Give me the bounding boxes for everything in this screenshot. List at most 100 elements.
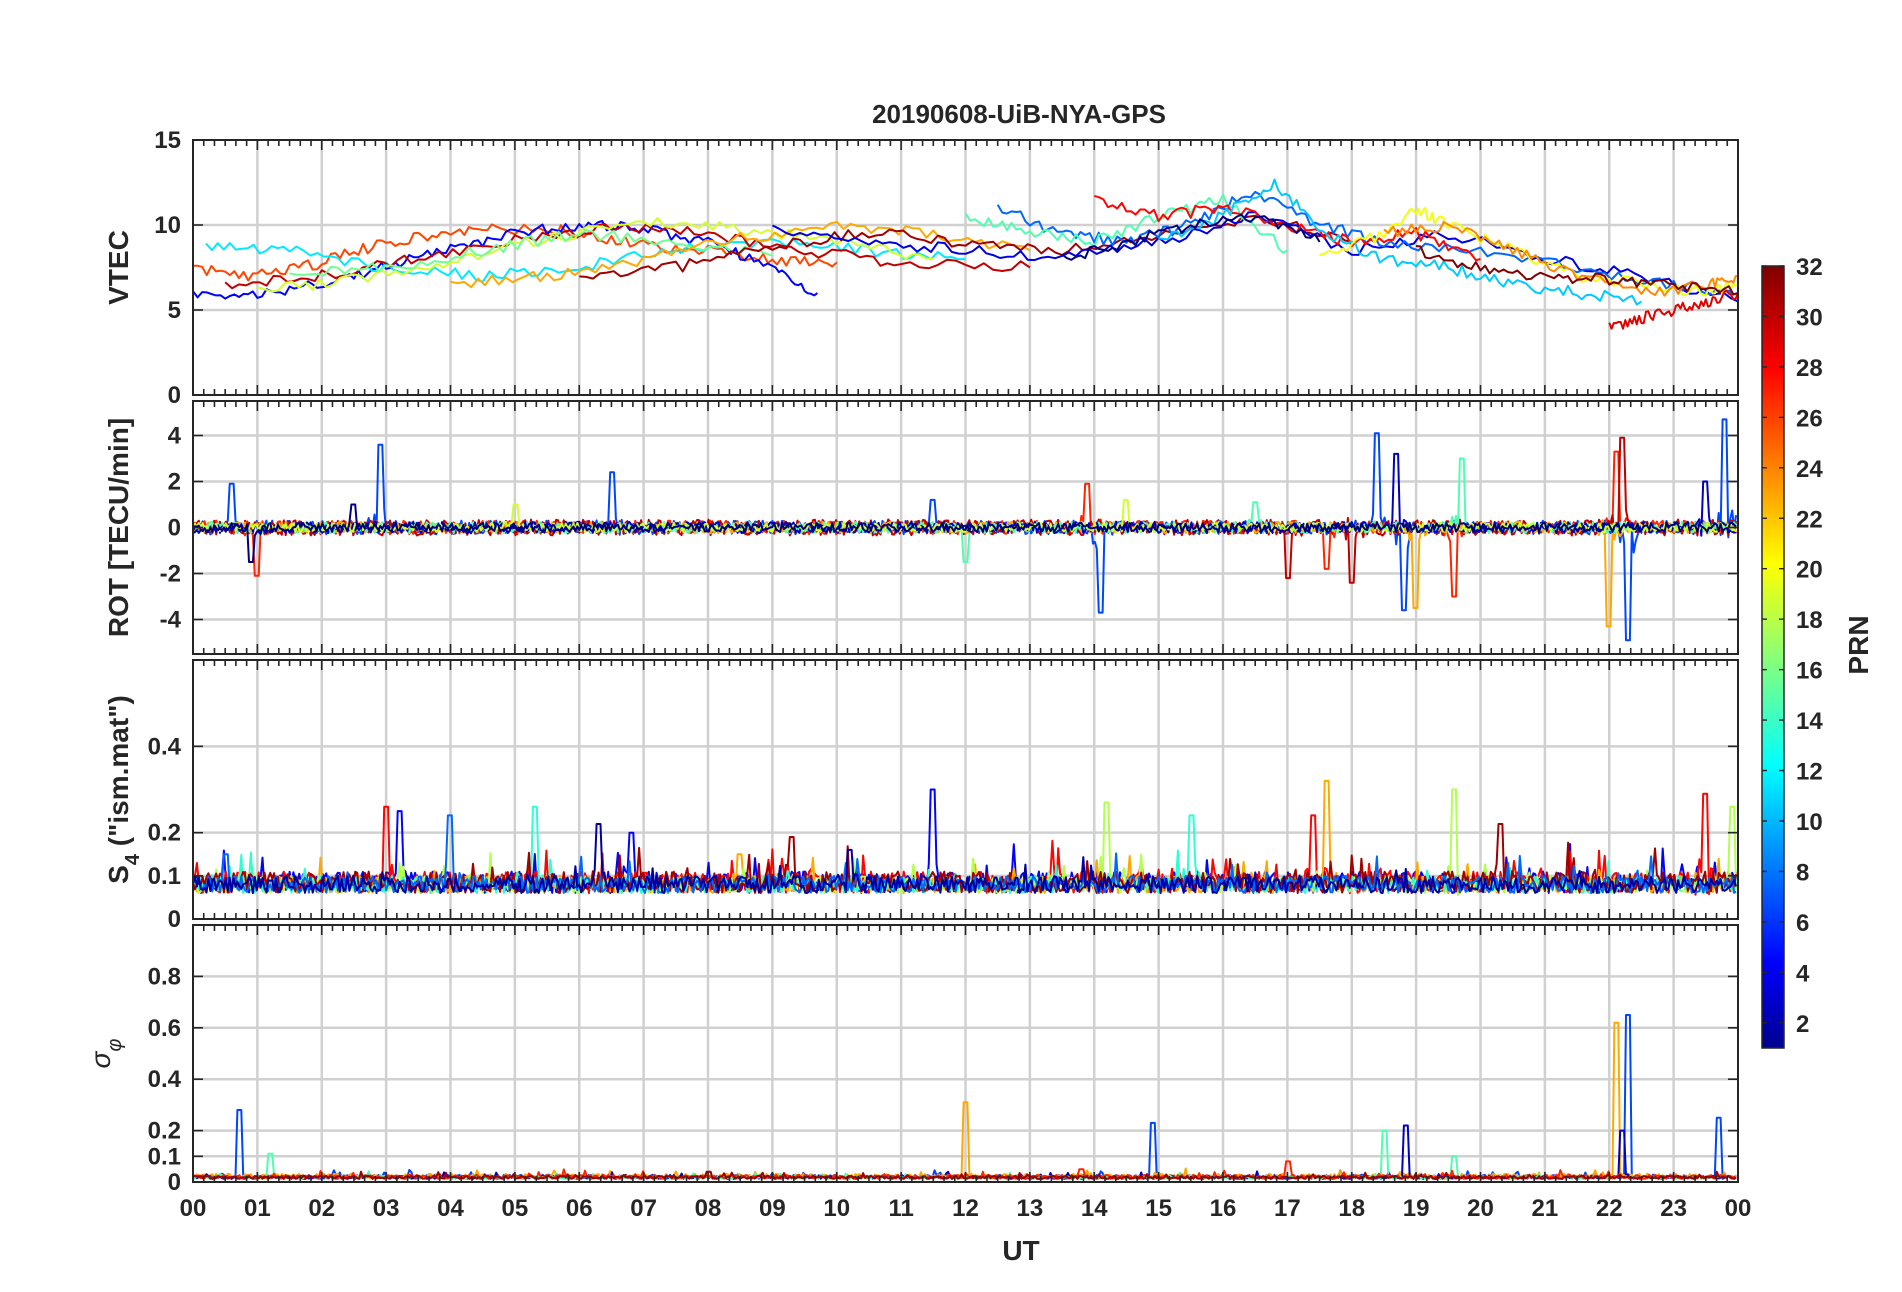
x-axis-title: UT — [1002, 1235, 1039, 1266]
y-tick-label: 0 — [168, 1169, 181, 1196]
series-prn-23 — [450, 220, 1031, 289]
y-tick-label: 0.6 — [148, 1015, 181, 1042]
x-tick-label: 05 — [502, 1195, 529, 1222]
y-axis-title-sub: φ — [104, 1039, 126, 1052]
x-tick-label: 15 — [1145, 1195, 1172, 1222]
series-prn-28 — [1094, 194, 1481, 262]
x-tick-label: 12 — [952, 1195, 979, 1222]
colorbar-gradient — [1761, 265, 1785, 1049]
y-tick-label: 2 — [168, 469, 181, 496]
y-tick-label: 0.8 — [148, 963, 181, 990]
x-minor-ticks — [202, 925, 1729, 1182]
panel-s4: 00.10.20.4S4 ("ism.mat") — [103, 659, 1739, 933]
series-prn-8 — [193, 814, 1737, 895]
colorbar-tick-label: 14 — [1796, 708, 1823, 735]
y-tick-label: 0.4 — [148, 733, 182, 760]
y-tick-label: 0.1 — [148, 1143, 181, 1170]
x-minor-ticks — [202, 660, 1729, 919]
series-prn-1 — [1061, 213, 1321, 261]
y-tick-label: 0.4 — [148, 1066, 182, 1093]
x-tick-label: 06 — [566, 1195, 593, 1222]
x-tick-label: 08 — [695, 1195, 722, 1222]
x-tick-label: 13 — [1017, 1195, 1044, 1222]
y-tick-label: 5 — [168, 297, 181, 324]
y-axis-title: VTEC — [103, 230, 134, 305]
y-tick-label: 4 — [168, 423, 182, 450]
y-tick-label: 0 — [168, 906, 181, 933]
y-axis-title-rest: ("ism.mat") — [103, 695, 134, 854]
colorbar-tick-label: 30 — [1796, 304, 1823, 331]
y-axis-title: ROT [TECU/min] — [103, 418, 134, 637]
x-tick-label: 14 — [1081, 1195, 1108, 1222]
x-tick-label: 21 — [1532, 1195, 1559, 1222]
y-axis-title-sub: 4 — [122, 853, 144, 865]
colorbar-tick-label: 10 — [1796, 809, 1823, 836]
y-tick-label: 0.1 — [148, 863, 181, 890]
series-prn-12 — [205, 238, 966, 283]
colorbar-tick-label: 2 — [1796, 1011, 1809, 1038]
colorbar-tick-label: 32 — [1796, 254, 1823, 281]
x-tick-label: 03 — [373, 1195, 400, 1222]
x-tick-label: 11 — [888, 1195, 913, 1222]
series-prn-1 — [193, 503, 1737, 563]
x-tick-label: 02 — [308, 1195, 335, 1222]
colorbar-tick-label: 18 — [1796, 607, 1823, 634]
x-tick-label: 04 — [437, 1195, 464, 1222]
y-tick-label: 0 — [168, 515, 181, 542]
colorbar-tick-label: 22 — [1796, 506, 1823, 533]
x-tick-label: 20 — [1467, 1195, 1494, 1222]
colorbar-tick-label: 12 — [1796, 759, 1823, 786]
series-group — [193, 418, 1738, 642]
x-tick-label: 00 — [180, 1195, 207, 1222]
x-tick-label: 18 — [1338, 1195, 1365, 1222]
x-tick-label: 23 — [1660, 1195, 1687, 1222]
x-tick-label: 22 — [1596, 1195, 1623, 1222]
x-tick-label: 10 — [823, 1195, 850, 1222]
colorbar-tick-label: 6 — [1796, 910, 1809, 937]
colorbar-tick-label: 28 — [1796, 355, 1823, 382]
y-axis-title: S4 ("ism.mat") — [103, 695, 144, 884]
x-minor-ticks — [202, 140, 1729, 395]
series-prn-2 — [193, 823, 1738, 895]
series-prn-29 — [1608, 289, 1738, 330]
y-tick-label: 15 — [154, 127, 181, 154]
y-tick-label: 10 — [154, 212, 181, 239]
series-prn-19 — [257, 217, 934, 293]
y-axis-title-main: σ — [85, 1050, 116, 1068]
y-tick-label: -4 — [160, 607, 182, 634]
y-tick-label: 0 — [168, 382, 181, 409]
series-prn-8 — [996, 190, 1738, 296]
x-minor-ticks — [202, 401, 1729, 654]
y-axis-title-main: S — [103, 865, 134, 884]
x-tick-label: 16 — [1210, 1195, 1237, 1222]
panel-sigphi: 00.10.2 0.4 0.6 0.8 σφ 00 01 02 03 04 05 06 07 08 09 10… — [85, 924, 1751, 1222]
grid — [193, 925, 1738, 1182]
colorbar-tick-label: 24 — [1796, 456, 1823, 483]
y-tick-label: 0.2 — [148, 820, 181, 847]
panel-vtec: 0 5 10 15 VTEC — [103, 127, 1739, 409]
x-tick-label: 09 — [759, 1195, 786, 1222]
x-tick-label: 19 — [1403, 1195, 1430, 1222]
x-tick-label: 17 — [1274, 1195, 1301, 1222]
series-group — [193, 779, 1738, 897]
chart-title: 20190608-UiB-NYA-GPS — [872, 99, 1166, 129]
x-tick-label: 01 — [244, 1195, 271, 1222]
y-tick-label: -2 — [160, 561, 181, 588]
x-tick-label: 07 — [630, 1195, 657, 1222]
colorbar-tick-label: 4 — [1796, 960, 1810, 987]
series-prn-11 — [1158, 178, 1642, 306]
colorbar-tick-label: 26 — [1796, 405, 1823, 432]
colorbar-label: PRN — [1843, 615, 1874, 674]
y-tick-label: 0.2 — [148, 1118, 181, 1145]
panel-rot: -4 -2 0 2 4 ROT [TECU/min] — [103, 400, 1739, 655]
colorbar-tick-label: 8 — [1796, 859, 1809, 886]
grid — [193, 140, 1738, 395]
colorbar-tick-label: 16 — [1796, 658, 1823, 685]
y-axis-title: σφ — [85, 1039, 126, 1069]
colorbar-tick-label: 20 — [1796, 557, 1823, 584]
series-prn-20 — [1319, 206, 1738, 297]
